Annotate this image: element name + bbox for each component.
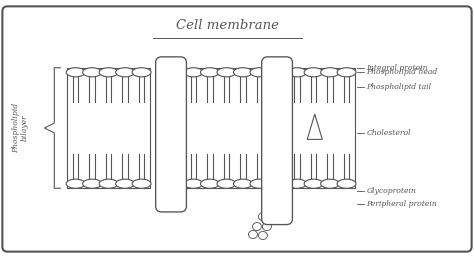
- Ellipse shape: [82, 68, 101, 77]
- Ellipse shape: [250, 179, 269, 188]
- Ellipse shape: [132, 179, 151, 188]
- Text: Integral protein: Integral protein: [366, 64, 428, 72]
- Ellipse shape: [66, 68, 85, 77]
- Ellipse shape: [234, 68, 252, 77]
- Ellipse shape: [337, 179, 356, 188]
- Text: Peripheral protein: Peripheral protein: [366, 200, 437, 208]
- FancyBboxPatch shape: [155, 57, 186, 212]
- Polygon shape: [307, 114, 322, 140]
- Ellipse shape: [217, 68, 236, 77]
- Ellipse shape: [132, 68, 151, 77]
- Ellipse shape: [66, 179, 85, 188]
- Ellipse shape: [184, 179, 203, 188]
- FancyBboxPatch shape: [2, 6, 472, 252]
- Ellipse shape: [320, 179, 339, 188]
- Bar: [289, 68, 355, 188]
- Ellipse shape: [250, 68, 269, 77]
- Ellipse shape: [288, 68, 307, 77]
- Ellipse shape: [258, 231, 267, 239]
- Bar: [67, 68, 150, 188]
- Text: Glycoprotein: Glycoprotein: [366, 187, 416, 195]
- Text: Phospholipid head: Phospholipid head: [366, 68, 438, 76]
- FancyBboxPatch shape: [262, 57, 292, 225]
- Ellipse shape: [116, 68, 135, 77]
- Ellipse shape: [253, 222, 262, 231]
- Ellipse shape: [201, 179, 219, 188]
- Ellipse shape: [217, 179, 236, 188]
- Ellipse shape: [184, 68, 203, 77]
- Ellipse shape: [116, 179, 135, 188]
- Ellipse shape: [304, 179, 323, 188]
- Ellipse shape: [99, 179, 118, 188]
- Ellipse shape: [258, 213, 267, 221]
- Text: Cholesterol: Cholesterol: [366, 129, 411, 137]
- Ellipse shape: [82, 179, 101, 188]
- Ellipse shape: [337, 68, 356, 77]
- Ellipse shape: [248, 230, 257, 239]
- Bar: [185, 68, 268, 188]
- Ellipse shape: [201, 68, 219, 77]
- Ellipse shape: [304, 68, 323, 77]
- Ellipse shape: [234, 179, 252, 188]
- Ellipse shape: [99, 68, 118, 77]
- Text: Cell membrane: Cell membrane: [176, 19, 279, 32]
- Ellipse shape: [288, 179, 307, 188]
- Text: Phospholipid tail: Phospholipid tail: [366, 83, 432, 91]
- Ellipse shape: [263, 222, 272, 231]
- Ellipse shape: [320, 68, 339, 77]
- Text: Phospholipid
bilayer: Phospholipid bilayer: [12, 103, 29, 153]
